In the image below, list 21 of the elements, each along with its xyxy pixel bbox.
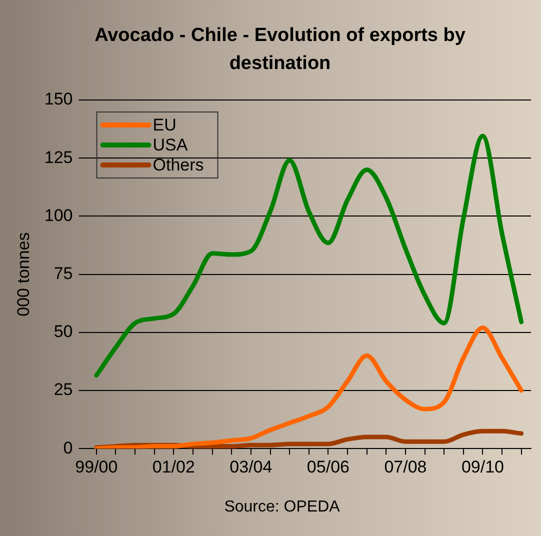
x-tick-label: 09/10 xyxy=(461,457,504,476)
x-tick-label: 05/06 xyxy=(306,457,350,476)
legend-label: EU xyxy=(152,116,176,135)
y-tick-label: 75 xyxy=(54,264,73,283)
line-series xyxy=(94,326,524,449)
y-tick-label: 50 xyxy=(54,322,73,342)
chart-title: Avocado - Chile - Evolution of exports by destination xyxy=(94,25,466,74)
x-tick-label: 03/04 xyxy=(230,457,272,476)
y-axis-title: 000 tonnes xyxy=(14,232,33,316)
y-tick-label: 25 xyxy=(54,380,73,400)
y-tick-label: 150 xyxy=(44,90,73,109)
y-tick-label: 100 xyxy=(44,206,73,225)
y-tick-label: 0 xyxy=(63,438,73,458)
legend-label: Others xyxy=(152,156,204,175)
line-series xyxy=(94,134,524,378)
x-tick-label: 07/08 xyxy=(384,457,427,476)
x-tick-label: 99/00 xyxy=(75,457,118,476)
x-tick-label: 01/02 xyxy=(152,457,195,476)
legend-label: USA xyxy=(152,136,188,155)
y-tick-label: 125 xyxy=(44,148,73,167)
source-note: Source: OPEDA xyxy=(224,498,340,516)
